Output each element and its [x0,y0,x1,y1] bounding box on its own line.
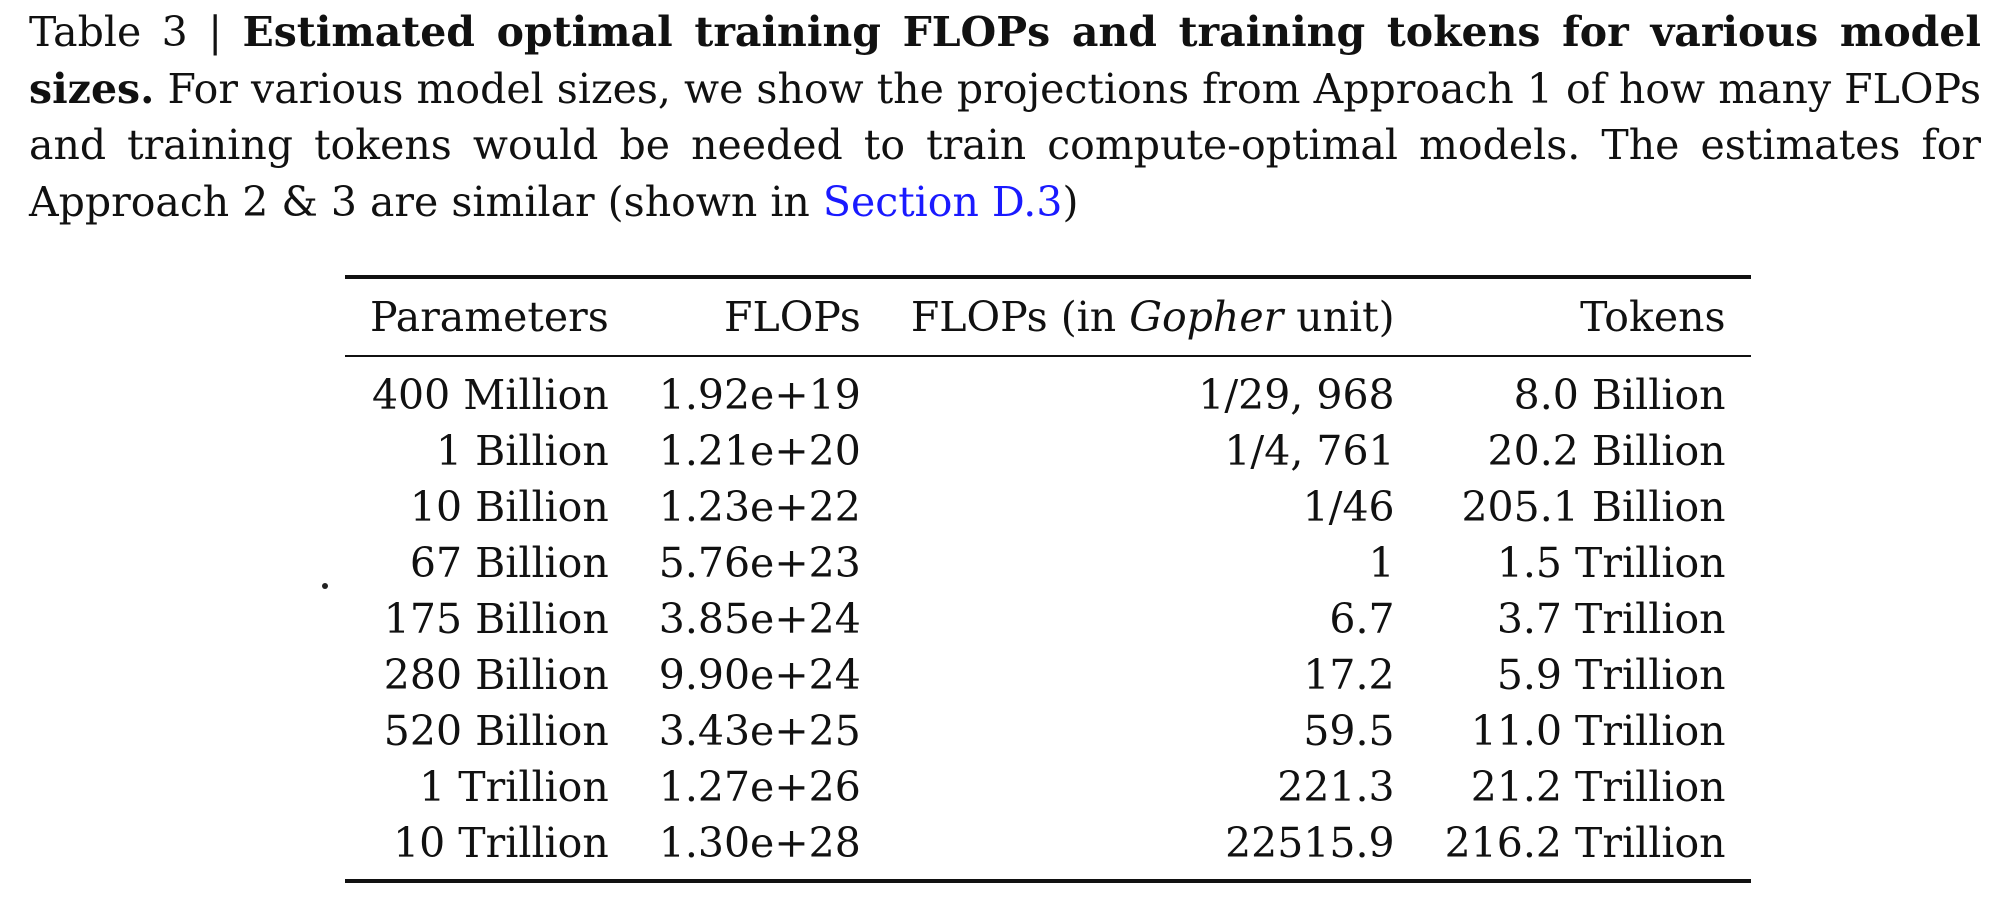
table-row: 10 Billion 1.23e+22 1/46 205.1 Billion [345,479,1751,535]
header-flops: FLOPs [724,293,861,341]
cell-flops: 1.23e+22 [658,483,861,531]
cell-flops: 1.30e+28 [658,819,861,867]
caption-title: Estimated optimal training FLOPs and tra… [29,8,1981,113]
cell-flops: 9.90e+24 [658,651,861,699]
header-tokens: Tokens [1580,293,1726,341]
cell-tokens: 21.2 Trillion [1470,763,1726,811]
table-row: 400 Million 1.92e+19 1/29, 968 8.0 Billi… [345,356,1751,423]
table-row: 175 Billion 3.85e+24 6.7 3.7 Trillion [345,591,1751,647]
cell-gopher: 59.5 [1303,707,1395,755]
cell-parameters: 1 Billion [435,427,609,475]
cell-parameters: 67 Billion [409,539,609,587]
cell-parameters: 280 Billion [383,651,609,699]
cell-parameters: 10 Trillion [393,819,609,867]
cell-flops: 5.76e+23 [658,539,861,587]
cell-gopher: 17.2 [1303,651,1395,699]
caption-tail: ) [1062,177,1079,226]
cell-gopher: 221.3 [1277,763,1395,811]
cell-flops: 3.43e+25 [658,707,861,755]
stray-dot-mark [322,583,328,589]
table-row: 280 Billion 9.90e+24 17.2 5.9 Trillion [345,647,1751,703]
header-gopher-prefix: FLOPs (in [910,293,1130,341]
cell-parameters: 520 Billion [383,707,609,755]
header-gopher-units: FLOPs (in Gopher unit) [886,277,1420,356]
cell-flops: 3.85e+24 [658,595,861,643]
cell-tokens: 8.0 Billion [1513,371,1726,419]
cell-tokens: 216.2 Trillion [1444,819,1726,867]
caption-body: For various model sizes, we show the pro… [29,64,1981,226]
cell-tokens: 3.7 Trillion [1496,595,1726,643]
table-row: 10 Trillion 1.30e+28 22515.9 216.2 Trill… [345,815,1751,881]
cell-flops: 1.21e+20 [658,427,861,475]
cell-tokens: 1.5 Trillion [1496,539,1726,587]
cell-gopher: 1/29, 968 [1198,371,1395,419]
flops-tokens-table: Parameters FLOPs FLOPs (in Gopher unit) … [345,275,1751,883]
table-caption: Table 3 | Estimated optimal training FLO… [29,4,1981,230]
cell-parameters: 10 Billion [409,483,609,531]
header-parameters: Parameters [370,293,609,341]
cell-tokens: 11.0 Trillion [1470,707,1726,755]
cell-gopher: 22515.9 [1225,819,1395,867]
header-gopher-em: Gopher [1129,293,1284,341]
cell-tokens: 5.9 Trillion [1496,651,1726,699]
cell-parameters: 400 Million [371,371,609,419]
cell-tokens: 20.2 Billion [1487,427,1726,475]
cell-parameters: 1 Trillion [419,763,609,811]
table-row: 67 Billion 5.76e+23 1 1.5 Trillion [345,535,1751,591]
cell-gopher: 1/46 [1302,483,1395,531]
section-d3-link[interactable]: Section D.3 [822,177,1063,226]
cell-gopher: 1/4, 761 [1224,427,1395,475]
cell-tokens: 205.1 Billion [1461,483,1726,531]
cell-flops: 1.92e+19 [658,371,861,419]
table-header-row: Parameters FLOPs FLOPs (in Gopher unit) … [345,277,1751,356]
cell-parameters: 175 Billion [383,595,609,643]
caption-label: Table 3 | [29,8,243,56]
table-row: 520 Billion 3.43e+25 59.5 11.0 Trillion [345,703,1751,759]
table-row: 1 Trillion 1.27e+26 221.3 21.2 Trillion [345,759,1751,815]
header-gopher-suffix: unit) [1283,293,1395,341]
cell-flops: 1.27e+26 [658,763,861,811]
table-row: 1 Billion 1.21e+20 1/4, 761 20.2 Billion [345,423,1751,479]
cell-gopher: 1 [1368,539,1395,587]
cell-gopher: 6.7 [1329,595,1395,643]
